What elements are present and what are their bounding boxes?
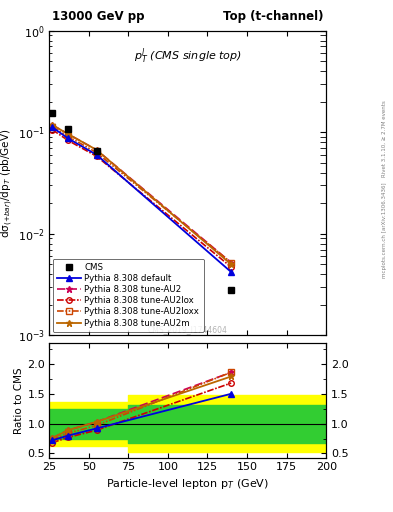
Text: Rivet 3.1.10, ≥ 2.7M events: Rivet 3.1.10, ≥ 2.7M events: [382, 100, 387, 177]
Pythia 8.308 tune-AU2lox: [229, 264, 233, 270]
Line: Pythia 8.308 default: Pythia 8.308 default: [50, 124, 234, 275]
Y-axis label: Ratio to CMS: Ratio to CMS: [15, 367, 24, 434]
Text: 13000 GeV pp: 13000 GeV pp: [52, 10, 144, 23]
Pythia 8.308 tune-AU2m: [66, 131, 70, 137]
Line: Pythia 8.308 tune-AU2loxx: Pythia 8.308 tune-AU2loxx: [50, 124, 234, 265]
Text: mcplots.cern.ch [arXiv:1306.3436]: mcplots.cern.ch [arXiv:1306.3436]: [382, 183, 387, 278]
Text: p$_T^l$ (CMS single top): p$_T^l$ (CMS single top): [134, 46, 242, 66]
Pythia 8.308 tune-AU2loxx: [50, 124, 55, 130]
Line: CMS: CMS: [49, 110, 235, 293]
Pythia 8.308 tune-AU2loxx: [66, 133, 70, 139]
CMS: [94, 148, 99, 154]
Y-axis label: dσ$_{(+bar)}$/dp$_T$ (pb/GeV): dσ$_{(+bar)}$/dp$_T$ (pb/GeV): [0, 129, 15, 238]
Pythia 8.308 tune-AU2: [66, 131, 70, 137]
Pythia 8.308 tune-AU2lox: [66, 137, 70, 143]
Pythia 8.308 tune-AU2m: [229, 261, 233, 267]
Pythia 8.308 tune-AU2m: [94, 147, 99, 153]
X-axis label: Particle-level lepton p$_T$ (GeV): Particle-level lepton p$_T$ (GeV): [106, 477, 269, 490]
Pythia 8.308 tune-AU2loxx: [229, 260, 233, 266]
Pythia 8.308 tune-AU2m: [50, 122, 55, 128]
Pythia 8.308 default: [94, 152, 99, 158]
Pythia 8.308 tune-AU2: [50, 122, 55, 128]
Line: Pythia 8.308 tune-AU2: Pythia 8.308 tune-AU2: [49, 121, 235, 266]
Line: Pythia 8.308 tune-AU2m: Pythia 8.308 tune-AU2m: [49, 121, 235, 268]
Pythia 8.308 tune-AU2lox: [50, 126, 55, 133]
Legend: CMS, Pythia 8.308 default, Pythia 8.308 tune-AU2, Pythia 8.308 tune-AU2lox, Pyth: CMS, Pythia 8.308 default, Pythia 8.308 …: [53, 259, 204, 332]
Pythia 8.308 tune-AU2: [229, 260, 233, 266]
Text: Top (t-channel): Top (t-channel): [223, 10, 323, 23]
Pythia 8.308 tune-AU2: [94, 147, 99, 153]
CMS: [66, 126, 70, 132]
Pythia 8.308 default: [66, 135, 70, 141]
Pythia 8.308 tune-AU2lox: [94, 153, 99, 159]
CMS: [229, 287, 233, 293]
Pythia 8.308 default: [229, 269, 233, 275]
Pythia 8.308 tune-AU2loxx: [94, 150, 99, 156]
Pythia 8.308 default: [50, 124, 55, 131]
CMS: [50, 110, 55, 116]
Line: Pythia 8.308 tune-AU2lox: Pythia 8.308 tune-AU2lox: [50, 127, 234, 270]
Text: CMS_2019_I1744604: CMS_2019_I1744604: [148, 325, 228, 334]
